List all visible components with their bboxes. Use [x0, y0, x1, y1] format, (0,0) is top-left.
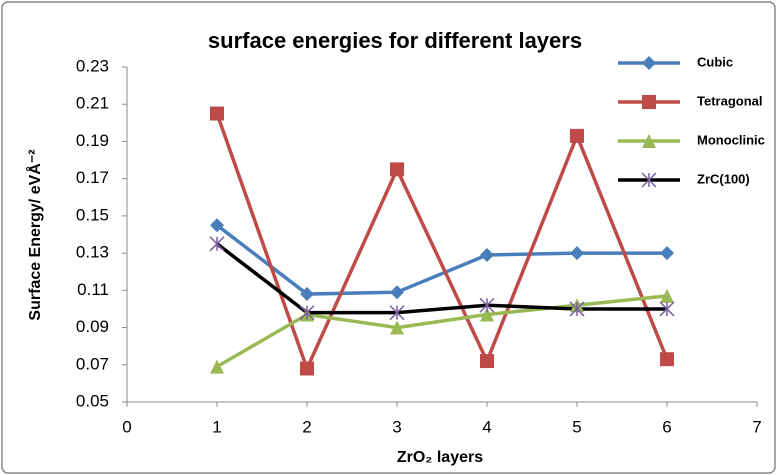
x-tick-label: 1 [212, 417, 221, 436]
marker [642, 56, 656, 70]
marker [390, 162, 404, 177]
y-tick-label: 0.15 [76, 205, 109, 224]
x-tick-label: 5 [572, 417, 581, 436]
marker [642, 95, 656, 109]
y-tick-label: 0.05 [76, 391, 109, 410]
y-axis-label: Surface Energy/ eVÅ⁻² [25, 149, 44, 320]
series-line [215, 112, 669, 374]
y-tick-label: 0.09 [76, 317, 109, 336]
x-tick-label: 4 [482, 417, 491, 436]
marker [570, 246, 584, 261]
marker [210, 218, 224, 233]
y-tick-label: 0.11 [77, 280, 109, 299]
marker [209, 236, 225, 252]
y-tick-label: 0.13 [76, 243, 109, 262]
marker [659, 301, 675, 317]
x-tick-label: 3 [392, 417, 401, 436]
marker [660, 352, 674, 367]
marker [389, 305, 405, 321]
y-tick-label: 0.21 [76, 94, 109, 113]
x-tick-label: 7 [752, 417, 761, 436]
marker [390, 320, 404, 335]
marker [641, 172, 657, 188]
series-line [216, 294, 668, 369]
y-tick-label: 0.07 [76, 354, 109, 373]
chart-title: surface energies for different layers [208, 28, 582, 53]
y-tick-label: 0.23 [76, 56, 109, 75]
y-tick-label: 0.19 [76, 131, 109, 150]
marker [210, 359, 224, 374]
legend-label: Cubic [697, 54, 733, 69]
marker [300, 287, 314, 302]
marker [480, 307, 494, 322]
legend-label: ZrC(100) [697, 171, 750, 186]
marker [569, 301, 585, 317]
series-line [215, 223, 667, 296]
marker [300, 361, 314, 376]
marker [642, 134, 656, 148]
legend-label: Tetragonal [697, 93, 763, 108]
marker [660, 288, 674, 303]
marker [480, 247, 494, 262]
legend-label: Monoclinic [697, 132, 765, 147]
marker [299, 305, 315, 321]
x-tick-label: 0 [122, 417, 131, 436]
marker [390, 285, 404, 300]
x-tick-label: 2 [302, 417, 311, 436]
marker [210, 106, 224, 121]
marker [660, 246, 674, 261]
marker [480, 354, 494, 369]
x-axis-label: ZrO₂ layers [397, 449, 483, 466]
series-line [215, 242, 667, 315]
marker [479, 297, 495, 313]
x-tick-label: 6 [662, 417, 671, 436]
y-tick-label: 0.17 [76, 168, 109, 187]
marker [570, 128, 584, 143]
